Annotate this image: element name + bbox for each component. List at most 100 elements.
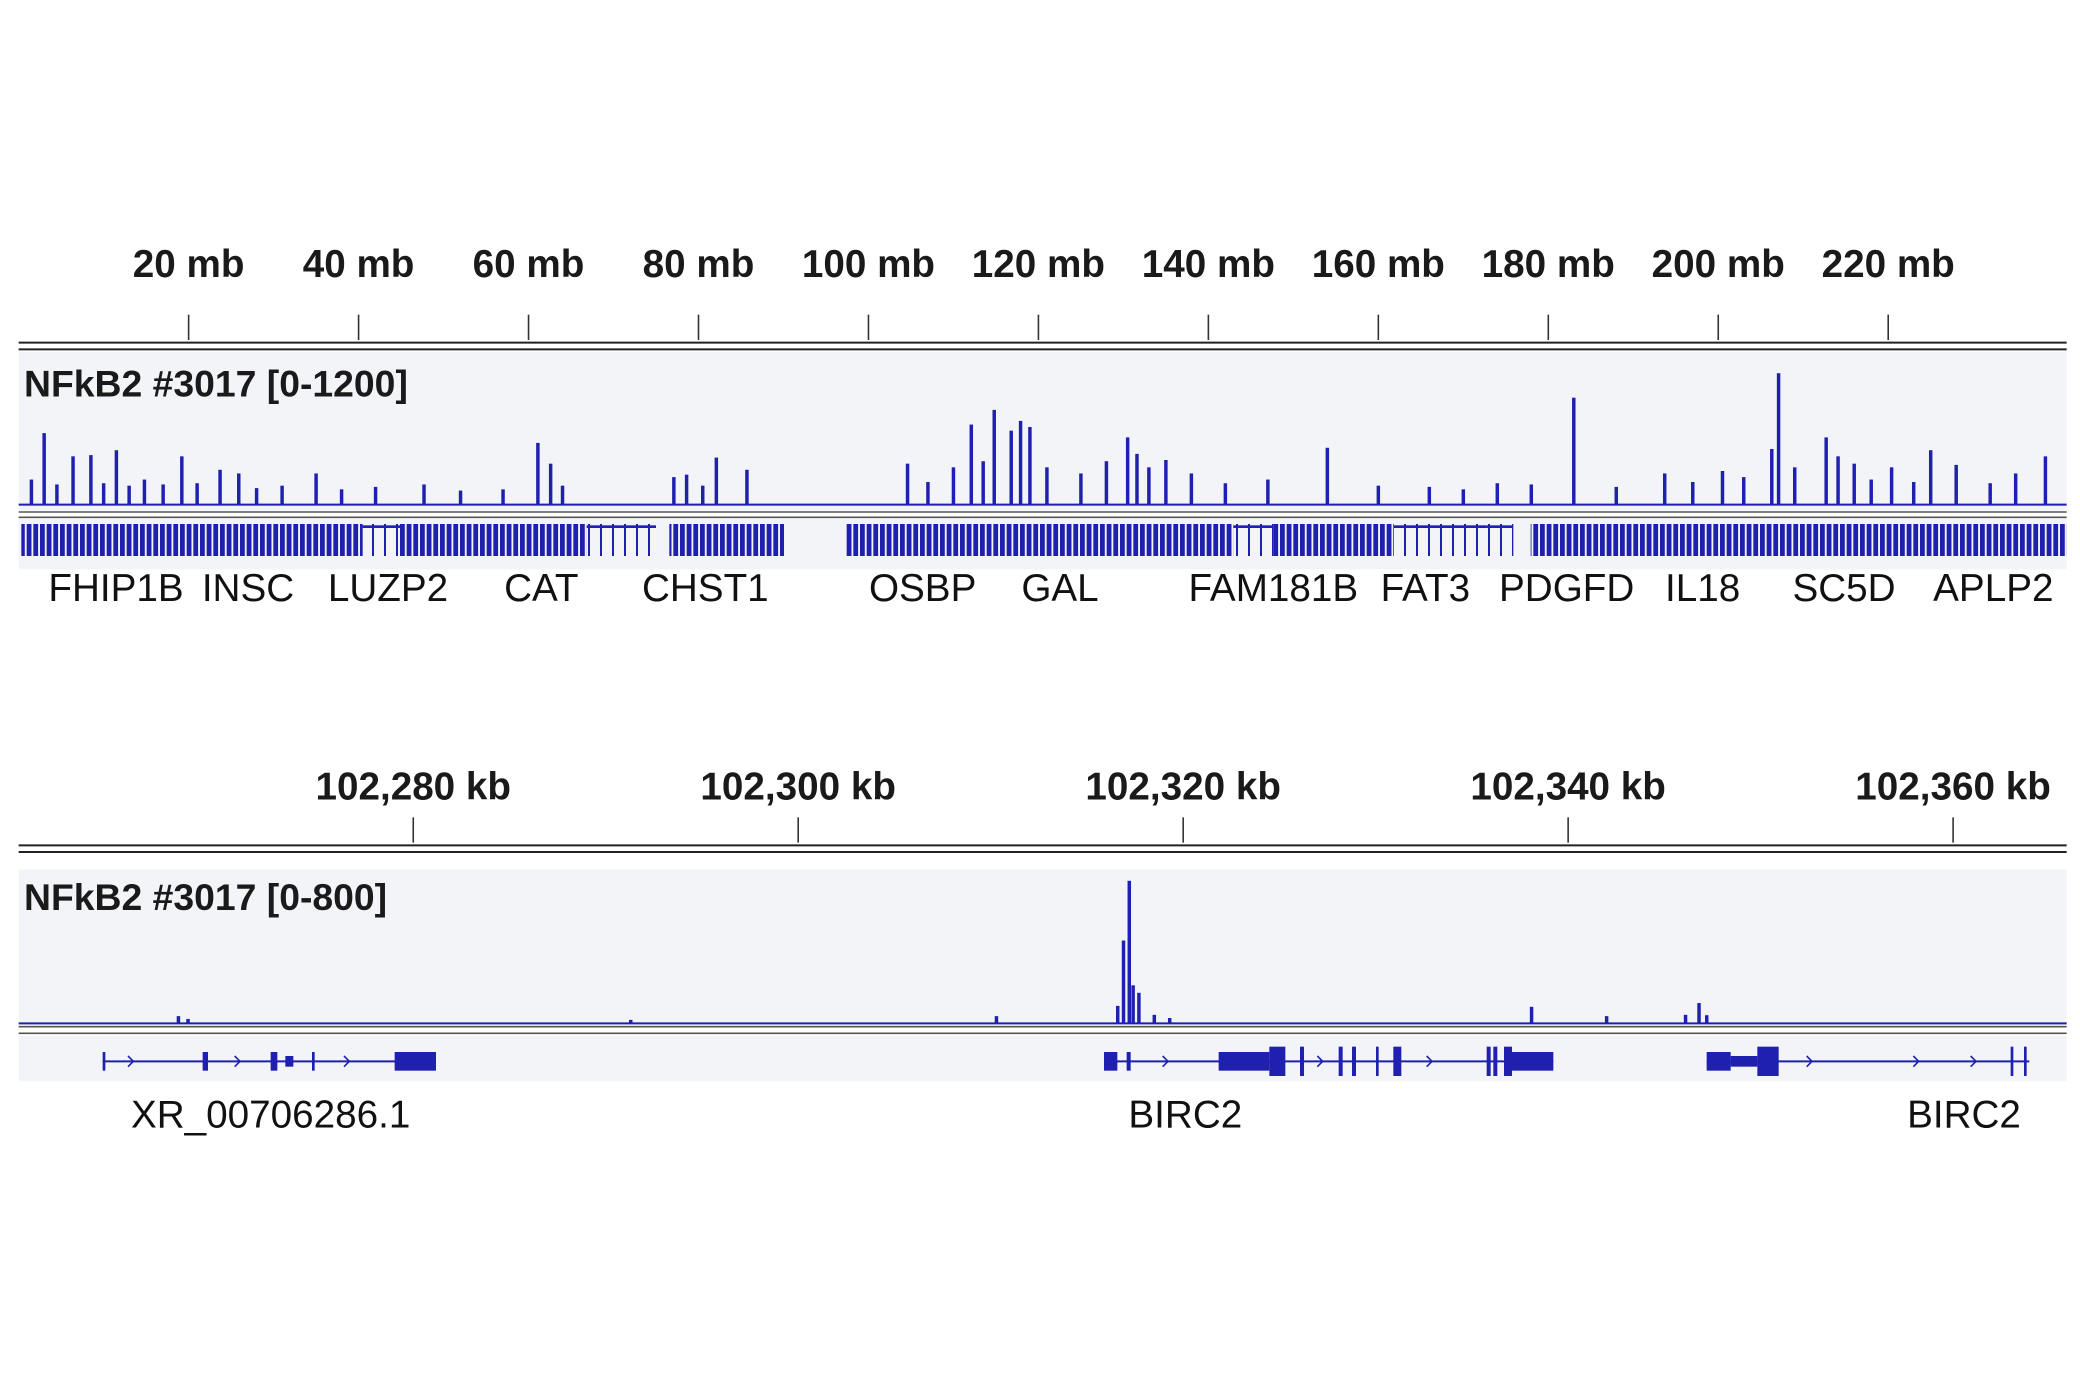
signal-bar xyxy=(1167,1018,1172,1023)
signal-bar xyxy=(1604,1016,1609,1023)
signal-bar xyxy=(237,473,241,504)
x-tick-label: 180 mb xyxy=(1482,243,1615,286)
signal-bar xyxy=(672,477,676,504)
signal-bar xyxy=(1266,479,1270,504)
gene-label: FAT3 xyxy=(1381,567,1471,610)
signal-bar xyxy=(1683,1014,1688,1023)
signal-bar xyxy=(314,473,318,504)
signal-bar xyxy=(981,461,985,504)
signal-bar xyxy=(1691,482,1695,504)
x-tick-label: 102,320 kb xyxy=(1085,766,1281,809)
signal-bar xyxy=(114,450,119,504)
signal-bar xyxy=(89,455,93,504)
signal-bar xyxy=(1742,477,1746,504)
signal-bar xyxy=(339,489,344,504)
signal-bar xyxy=(1529,1006,1534,1023)
signal-bar xyxy=(55,484,59,504)
signal-bar xyxy=(1152,1014,1157,1023)
signal-bar xyxy=(1889,467,1894,504)
gene-label: LUZP2 xyxy=(328,567,448,610)
signal-bar xyxy=(745,469,749,504)
signal-bar xyxy=(1770,449,1774,504)
signal-bar xyxy=(1529,484,1534,504)
signal-bar xyxy=(951,467,956,504)
signal-bar xyxy=(142,479,147,504)
signal-bar xyxy=(1461,489,1466,504)
signal-bar xyxy=(42,433,46,504)
signal-bar xyxy=(422,484,426,504)
signal-bar xyxy=(29,479,34,504)
x-tick-label: 220 mb xyxy=(1822,243,1955,286)
signal-bar xyxy=(1045,467,1049,504)
gene-label: INSC xyxy=(202,567,294,610)
signal-bar xyxy=(1325,447,1330,504)
signal-bar xyxy=(905,463,910,504)
bottom-panel-frame xyxy=(18,844,2067,1082)
gene-label: BIRC2 xyxy=(1907,1094,2021,1137)
signal-bar xyxy=(684,474,689,504)
x-tick-label: 20 mb xyxy=(133,243,245,286)
x-tick-label: 160 mb xyxy=(1312,243,1445,286)
signal-bar xyxy=(1137,992,1141,1023)
signal-bar xyxy=(1928,450,1933,504)
gene-label: FHIP1B xyxy=(48,567,183,610)
signal-bar xyxy=(969,424,974,504)
signal-bar xyxy=(1495,483,1500,504)
signal-bar xyxy=(1018,420,1023,504)
signal-bar xyxy=(1776,373,1781,504)
gene-label: SC5D xyxy=(1792,567,1895,610)
signal-bar xyxy=(1697,1003,1701,1023)
x-tick-label: 102,280 kb xyxy=(315,766,511,809)
x-tick-label: 80 mb xyxy=(643,243,755,286)
gene-label: BIRC2 xyxy=(1128,1094,1242,1137)
signal-bar xyxy=(1988,483,1992,504)
signal-bar xyxy=(254,488,259,504)
signal-bar xyxy=(2013,473,2018,504)
gene-label: XR_00706286.1 xyxy=(131,1094,410,1137)
signal-bar xyxy=(1147,467,1151,504)
x-tick-label: 120 mb xyxy=(972,243,1105,286)
signal-bar xyxy=(1189,473,1194,504)
gene-label: FAM181B xyxy=(1188,567,1358,610)
gene-label: IL18 xyxy=(1665,567,1740,610)
signal-bar xyxy=(186,1018,190,1023)
signal-bar xyxy=(1125,437,1130,504)
signal-bar xyxy=(560,485,565,504)
signal-bar xyxy=(1104,461,1109,504)
x-tick-label: 102,340 kb xyxy=(1470,766,1666,809)
signal-bar xyxy=(71,456,75,504)
signal-bar xyxy=(1427,486,1432,504)
signal-bar xyxy=(548,463,553,504)
signal-bar xyxy=(1704,1015,1709,1023)
signal-bar xyxy=(1852,463,1856,504)
gene-track-structures xyxy=(102,1046,2030,1076)
signal-bar xyxy=(218,469,222,504)
signal-bar xyxy=(1662,473,1667,504)
gene-label: CAT xyxy=(504,567,578,610)
gene-label: OSBP xyxy=(869,567,976,610)
signal-bar xyxy=(1869,479,1873,504)
track-label: NFkB2 #3017 [0-1200] xyxy=(24,363,408,405)
signal-bar xyxy=(1164,460,1168,504)
x-tick-label: 200 mb xyxy=(1652,243,1785,286)
track-label: NFkB2 #3017 [0-800] xyxy=(24,876,387,918)
gene-label: APLP2 xyxy=(1933,567,2053,610)
x-tick-label: 140 mb xyxy=(1142,243,1275,286)
x-tick-label: 40 mb xyxy=(303,243,415,286)
gene-label: PDGFD xyxy=(1499,567,1634,610)
signal-bar xyxy=(1836,456,1840,504)
signal-bar xyxy=(180,456,184,504)
signal-bar xyxy=(1376,485,1381,504)
signal-bar xyxy=(101,483,106,504)
gene-label: GAL xyxy=(1021,567,1098,610)
signal-bar xyxy=(1079,473,1083,504)
signal-bar xyxy=(1127,880,1132,1023)
signal-bar xyxy=(1614,486,1619,504)
signal-bar xyxy=(714,457,719,504)
signal-bar xyxy=(1954,464,1958,504)
gene-label: CHST1 xyxy=(642,567,769,610)
signal-bar xyxy=(458,490,463,504)
signal-bar xyxy=(536,442,540,504)
